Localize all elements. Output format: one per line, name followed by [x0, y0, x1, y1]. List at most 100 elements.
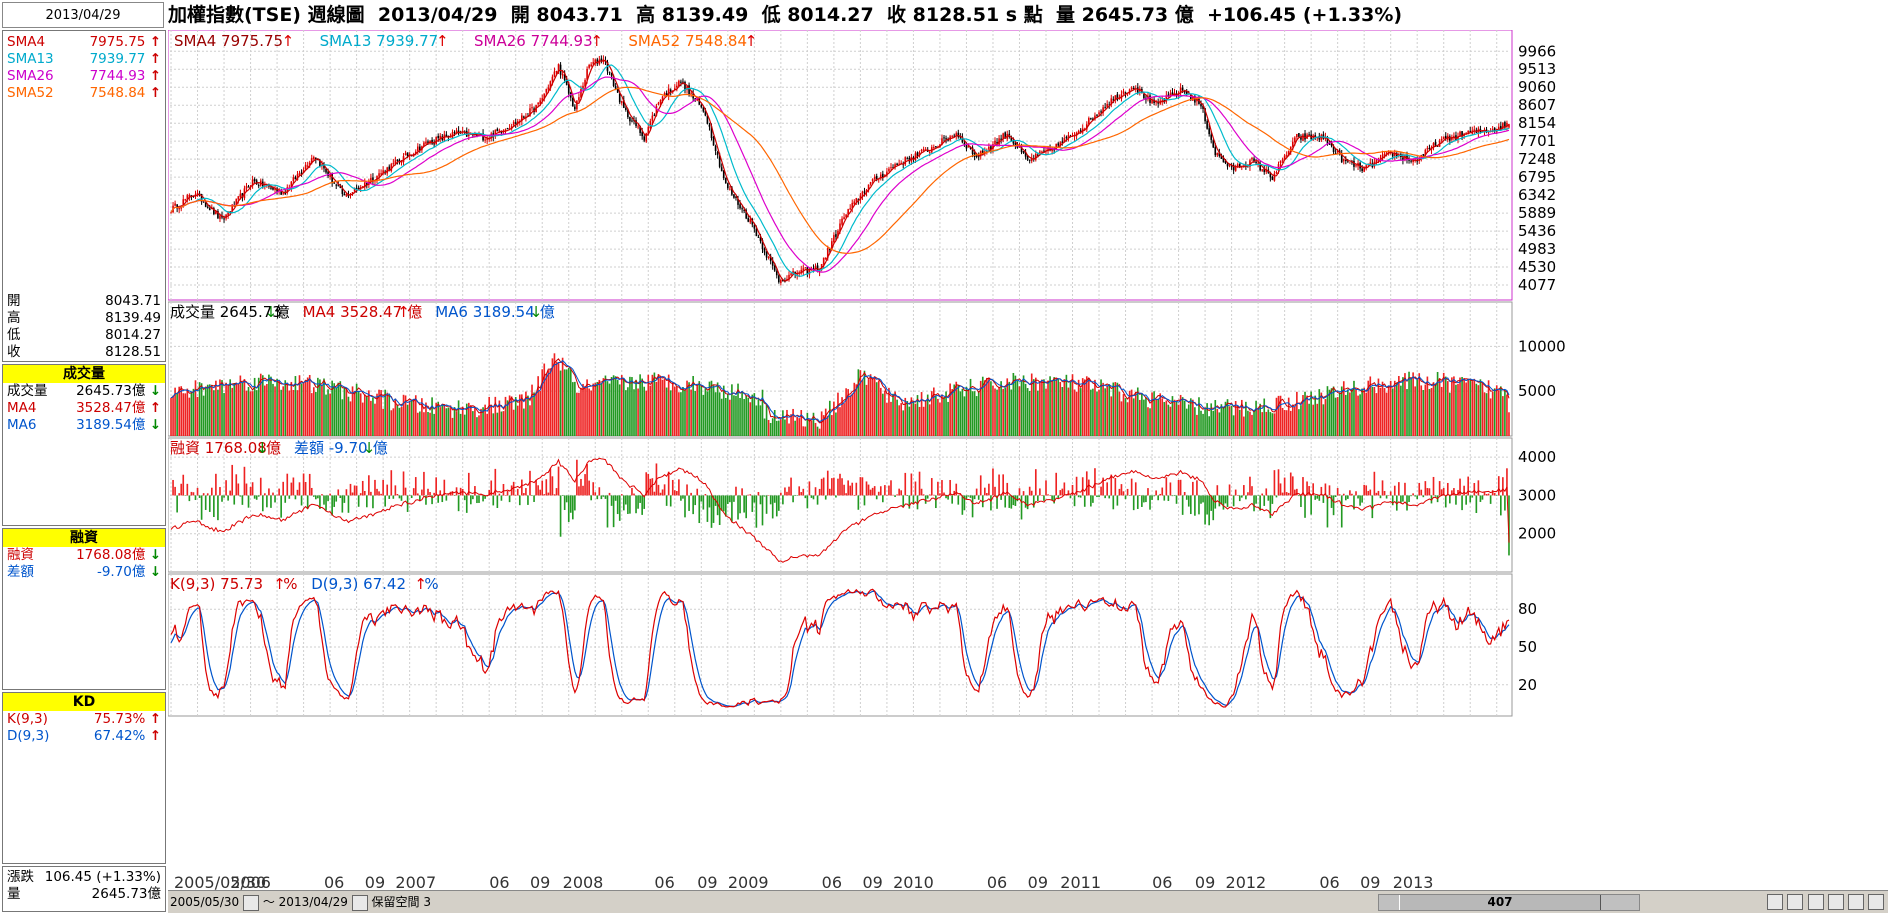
margin-diff-bar	[822, 477, 825, 496]
volume-bar	[510, 396, 513, 436]
margin-diff-bar	[357, 495, 360, 507]
volume-bar	[753, 393, 756, 436]
volume-bar	[767, 419, 770, 436]
x-tick-label: 2009	[728, 873, 769, 890]
margin-diff-bar	[208, 495, 211, 512]
volume-bar	[1220, 404, 1223, 436]
volume-bar	[1461, 376, 1463, 436]
volume-bar	[380, 390, 382, 436]
margin-diff-bar	[857, 495, 860, 510]
zoom-out-icon[interactable]	[1787, 894, 1804, 910]
candle-body	[1012, 140, 1015, 144]
end-date[interactable]: 2013/04/29	[278, 895, 348, 909]
volume-bar	[1153, 391, 1155, 436]
price-tick-label: 7248	[1518, 150, 1556, 168]
start-date-dropdown-icon[interactable]	[243, 894, 259, 911]
candle-body	[920, 149, 923, 152]
move-left-icon[interactable]	[1807, 894, 1824, 910]
candle-body	[1383, 153, 1386, 156]
candle-body	[741, 208, 743, 210]
volume-bar	[194, 380, 197, 436]
margin-diff-bar	[831, 478, 833, 496]
margin-diff-bar	[914, 481, 917, 496]
print-icon[interactable]	[1868, 894, 1884, 910]
margin-diff-bar	[941, 480, 943, 496]
margin-diff-bar	[547, 492, 550, 496]
reserve-value[interactable]: 3	[423, 895, 431, 909]
volume-bar	[1389, 380, 1392, 436]
margin-diff-bar	[855, 482, 858, 496]
margin-diff-bar	[637, 495, 639, 509]
volume-bar	[1502, 396, 1504, 436]
margin-diff-bar	[351, 492, 354, 496]
volume-row: 成交量 2645.73億 ↓	[3, 383, 165, 400]
margin-diff-bar	[837, 478, 839, 496]
margin-diff-bar	[315, 495, 317, 500]
volume-bar	[327, 389, 329, 436]
margin-diff-bar	[1267, 495, 1270, 501]
candle-body	[1124, 92, 1127, 95]
volume-bar	[751, 394, 754, 436]
margin-diff-bar	[665, 495, 668, 506]
volume-bar	[996, 389, 998, 436]
end-date-dropdown-icon[interactable]	[351, 894, 368, 911]
volume-bar	[1436, 371, 1439, 436]
margin-diff-bar	[296, 489, 299, 496]
candle-body	[319, 160, 321, 167]
zoom-in-icon[interactable]	[1767, 894, 1784, 910]
margin-diff-bar	[922, 494, 925, 496]
volume-bar	[1126, 402, 1129, 436]
volume-bar	[788, 423, 790, 436]
candle-body	[1300, 136, 1302, 140]
volume-tick-label: 5000	[1518, 382, 1556, 400]
volume-bar	[859, 370, 862, 436]
move-right-icon[interactable]	[1827, 894, 1844, 910]
start-date[interactable]: 2005/05/30	[170, 895, 240, 909]
candle-body	[357, 187, 360, 190]
trend-arrow-icon: ↑	[745, 32, 758, 50]
volume-bar	[1163, 402, 1166, 436]
margin-diff-bar	[172, 479, 174, 496]
margin-diff-bar	[312, 495, 315, 497]
candle-body	[963, 142, 966, 145]
margin-diff-bar	[408, 495, 411, 496]
volume-bar	[1402, 377, 1404, 436]
candle-body	[724, 178, 727, 184]
volume-bar	[445, 408, 448, 436]
volume-bar	[1243, 416, 1245, 436]
volume-bar	[975, 396, 978, 436]
margin-diff-bar	[523, 493, 525, 496]
volume-bar	[363, 394, 366, 436]
candle-body	[1279, 160, 1282, 164]
scrollbar-thumb[interactable]: 407	[1399, 895, 1601, 910]
margin-diff-bar	[1067, 490, 1070, 496]
margin-diff-bar	[1181, 495, 1184, 515]
candle-body	[280, 190, 282, 195]
margin-diff-bar	[841, 478, 843, 496]
volume-bar	[335, 387, 338, 436]
margin-diff-bar	[869, 489, 872, 496]
candle-body	[1041, 151, 1043, 153]
candle-body	[871, 179, 874, 182]
candle-body	[1167, 94, 1170, 97]
candle-body	[1298, 133, 1300, 137]
margin-diff-bar	[276, 494, 278, 496]
x-tick-label: 2012	[1226, 873, 1267, 890]
volume-bar	[416, 412, 419, 436]
candle-body	[335, 184, 338, 186]
settings-icon[interactable]	[1847, 894, 1864, 910]
volume-bar	[463, 414, 466, 436]
margin-diff-bar	[810, 495, 813, 498]
x-tick-label: 09	[1195, 873, 1215, 890]
volume-bar	[241, 382, 244, 436]
volume-bar	[1328, 389, 1331, 436]
kd-tick-label: 20	[1518, 676, 1537, 694]
volume-bar	[1055, 378, 1058, 436]
volume-bar	[1506, 394, 1508, 436]
margin-diff-bar	[712, 495, 715, 523]
scrollbar[interactable]: 407	[1378, 894, 1640, 911]
margin-diff-bar	[1185, 495, 1188, 500]
volume-bar	[963, 396, 966, 436]
volume-bar	[1440, 386, 1443, 436]
volume-bar	[204, 387, 207, 436]
